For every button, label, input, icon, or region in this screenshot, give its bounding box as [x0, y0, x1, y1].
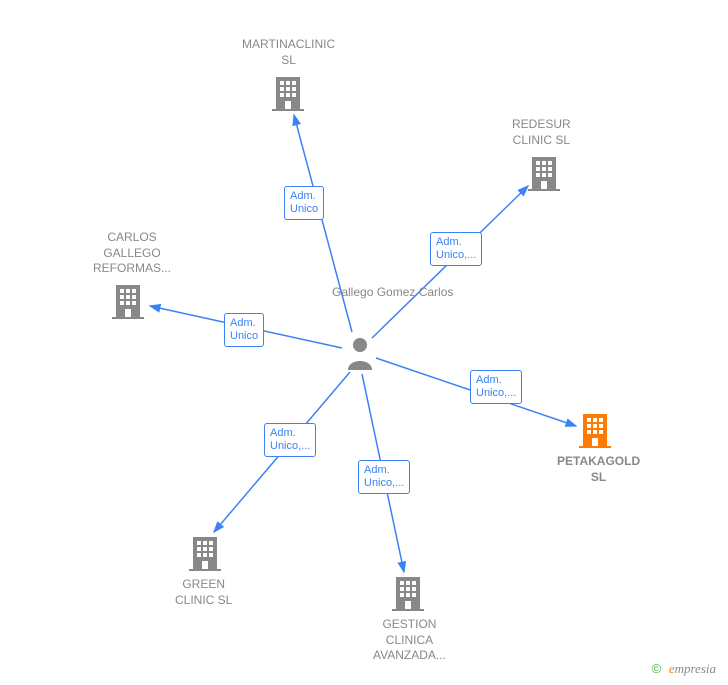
node-label-petakagold: PETAKAGOLD SL — [557, 454, 640, 485]
node-label-martinaclinic: MARTINACLINIC SL — [242, 37, 335, 68]
person-icon — [346, 336, 374, 370]
building-icon — [112, 283, 144, 319]
edge-label-martinaclinic: Adm. Unico — [284, 186, 324, 220]
building-icon — [189, 535, 221, 571]
node-label-green: GREEN CLINIC SL — [175, 577, 232, 608]
edge-label-petakagold: Adm. Unico,... — [470, 370, 522, 404]
edge-label-green: Adm. Unico,... — [264, 423, 316, 457]
edge-label-carlos: Adm. Unico — [224, 313, 264, 347]
building-icon — [528, 155, 560, 191]
building-icon — [392, 575, 424, 611]
center-node-label: Gallego Gomez Carlos — [332, 285, 453, 301]
building-icon — [272, 75, 304, 111]
building-icon — [579, 412, 611, 448]
edge-label-gestion: Adm. Unico,... — [358, 460, 410, 494]
node-label-redesur: REDESUR CLINIC SL — [512, 117, 571, 148]
brand-rest: mpresia — [675, 661, 716, 676]
edge-label-redesur: Adm. Unico,... — [430, 232, 482, 266]
watermark: © empresia — [652, 661, 716, 677]
node-label-carlos: CARLOS GALLEGO REFORMAS... — [93, 230, 171, 277]
node-label-gestion: GESTION CLINICA AVANZADA... — [373, 617, 446, 664]
copyright-symbol: © — [652, 661, 662, 676]
